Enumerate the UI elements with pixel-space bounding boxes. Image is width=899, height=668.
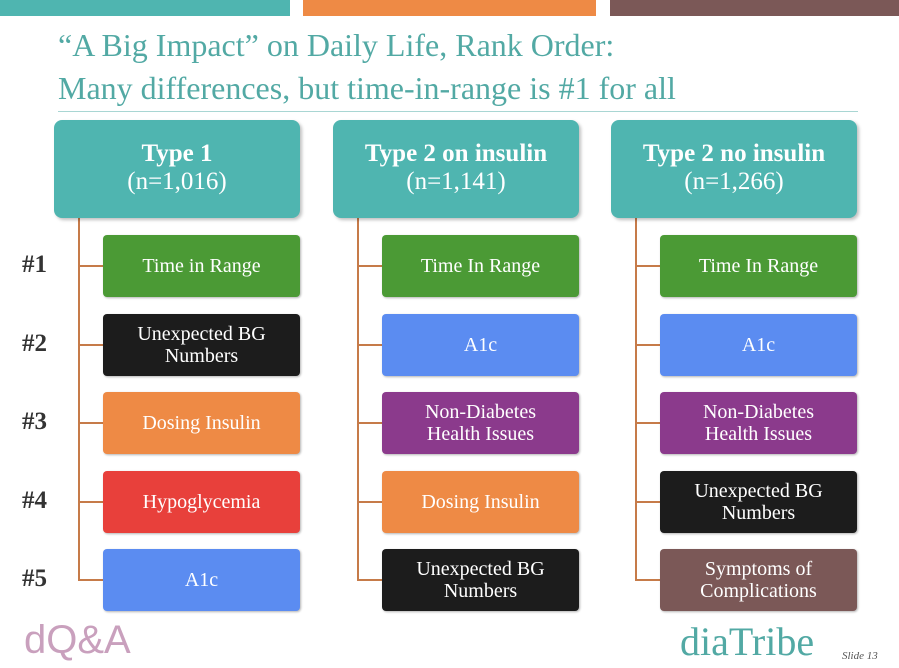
rank-box: Time In Range <box>382 235 579 297</box>
top-bar <box>0 0 290 16</box>
header-title: Type 1 <box>141 140 213 167</box>
connector <box>635 218 637 580</box>
connector <box>357 218 359 580</box>
connector <box>78 265 104 267</box>
connector <box>635 344 661 346</box>
column-header: Type 2 no insulin (n=1,266) <box>611 120 857 218</box>
rank-box: Unexpected BG Numbers <box>660 471 857 533</box>
left-logo: dQ&A <box>24 618 131 662</box>
title: “A Big Impact” on Daily Life, Rank Order… <box>58 27 615 63</box>
connector <box>357 501 383 503</box>
connector <box>635 501 661 503</box>
title-rule <box>58 111 858 112</box>
rank-box: Unexpected BG Numbers <box>382 549 579 611</box>
rank-box: Non-Diabetes Health Issues <box>382 392 579 454</box>
top-bar <box>303 0 596 16</box>
column-header: Type 2 on insulin (n=1,141) <box>333 120 579 218</box>
top-bar <box>610 0 899 16</box>
rank-box: A1c <box>660 314 857 376</box>
header-title: Type 2 no insulin <box>642 140 826 167</box>
connector <box>78 344 104 346</box>
rank-box: Time In Range <box>660 235 857 297</box>
rank-box: A1c <box>382 314 579 376</box>
rank-label: #1 <box>22 251 47 278</box>
rank-box: Hypoglycemia <box>103 471 300 533</box>
connector <box>635 579 661 581</box>
connector <box>357 579 383 581</box>
connector <box>635 422 661 424</box>
column-header: Type 1 (n=1,016) <box>54 120 300 218</box>
connector <box>635 265 661 267</box>
rank-box: Time in Range <box>103 235 300 297</box>
rank-box: Dosing Insulin <box>103 392 300 454</box>
connector <box>357 344 383 346</box>
connector <box>78 579 104 581</box>
rank-label: #3 <box>22 408 47 435</box>
header-count: (n=1,141) <box>406 168 506 195</box>
rank-box: Unexpected BG Numbers <box>103 314 300 376</box>
rank-label: #5 <box>22 565 47 592</box>
connector <box>357 422 383 424</box>
rank-box: Dosing Insulin <box>382 471 579 533</box>
rank-label: #4 <box>22 487 47 514</box>
connector <box>357 265 383 267</box>
rank-box: A1c <box>103 549 300 611</box>
right-logo: diaTribe <box>680 619 815 664</box>
rank-label: #2 <box>22 330 47 357</box>
header-count: (n=1,266) <box>684 168 784 195</box>
connector <box>78 501 104 503</box>
connector <box>78 218 80 580</box>
rank-box: Symptoms of Complications <box>660 549 857 611</box>
header-title: Type 2 on insulin <box>364 140 548 167</box>
rank-box: Non-Diabetes Health Issues <box>660 392 857 454</box>
slide-number: Slide 13 <box>842 650 878 662</box>
header-count: (n=1,016) <box>127 168 227 195</box>
title: Many differences, but time-in-range is #… <box>58 70 676 106</box>
connector <box>78 422 104 424</box>
